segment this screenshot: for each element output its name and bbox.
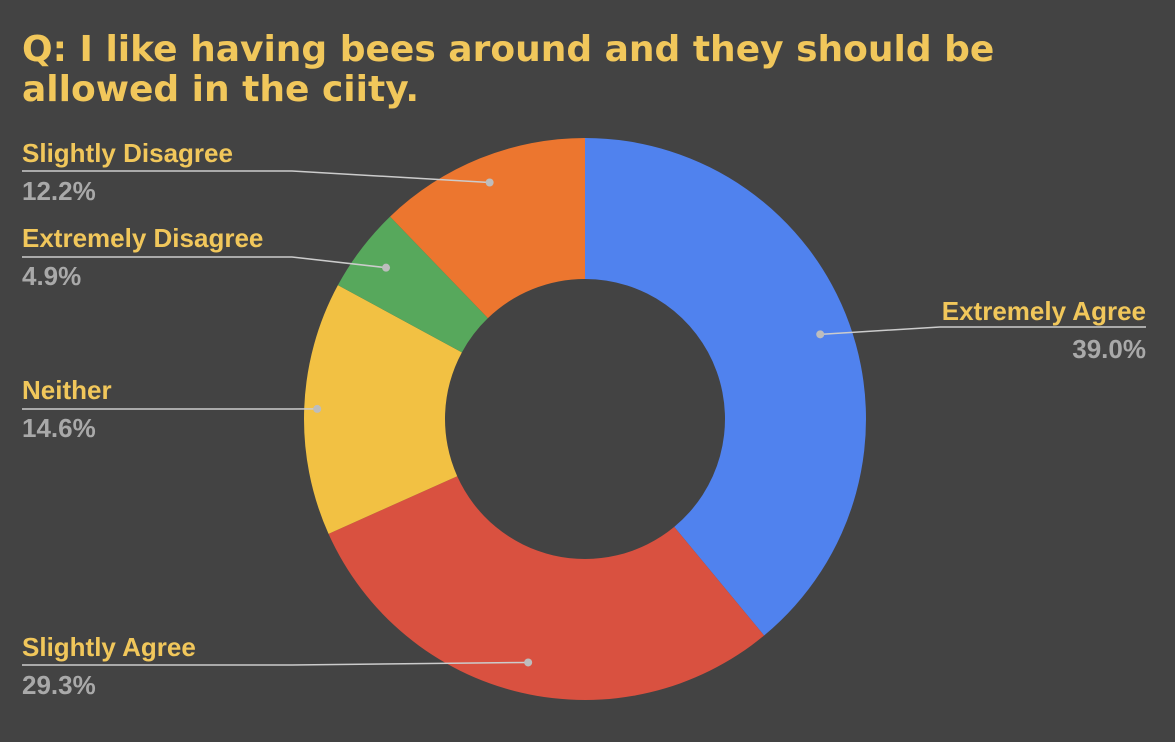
chart-title: Q: I like having bees around and they sh… <box>22 29 995 110</box>
slice-label-extremely-disagree: Extremely Disagree <box>22 223 263 253</box>
slice-percent-slightly-disagree: 12.2% <box>22 176 96 206</box>
leader-line-slightly-agree <box>22 661 529 666</box>
leader-line-slightly-disagree <box>22 170 490 184</box>
leader-dot-slightly-disagree <box>485 178 494 187</box>
leader-dot-extremely-agree <box>816 330 825 339</box>
leader-lines-group <box>22 170 1146 667</box>
slice-extremely-disagree <box>337 216 488 353</box>
slice-percent-slightly-agree: 29.3% <box>22 670 96 700</box>
slice-extremely-agree <box>585 138 866 636</box>
leader-dot-slightly-agree <box>524 658 533 667</box>
leader-line-extremely-disagree <box>22 256 387 269</box>
leader-dot-neither <box>313 404 322 413</box>
slice-label-extremely-agree: Extremely Agree <box>942 296 1146 326</box>
slice-label-slightly-agree: Slightly Agree <box>22 632 196 662</box>
slice-percent-neither: 14.6% <box>22 413 96 443</box>
slice-percent-extremely-agree: 39.0% <box>1072 334 1146 364</box>
slice-percent-extremely-disagree: 4.9% <box>22 261 81 291</box>
leader-line-extremely-agree <box>820 326 1146 336</box>
slice-label-slightly-disagree: Slightly Disagree <box>22 138 233 168</box>
labels-group: Extremely Agree 39.0% Slightly Agree 29.3% N… <box>22 138 1146 700</box>
leader-dot-extremely-disagree <box>382 263 391 272</box>
slice-slightly-agree <box>328 476 765 700</box>
slice-slightly-disagree <box>390 138 585 319</box>
slice-neither <box>303 285 462 534</box>
slice-label-neither: Neither <box>22 375 112 405</box>
slices-group <box>303 138 866 700</box>
